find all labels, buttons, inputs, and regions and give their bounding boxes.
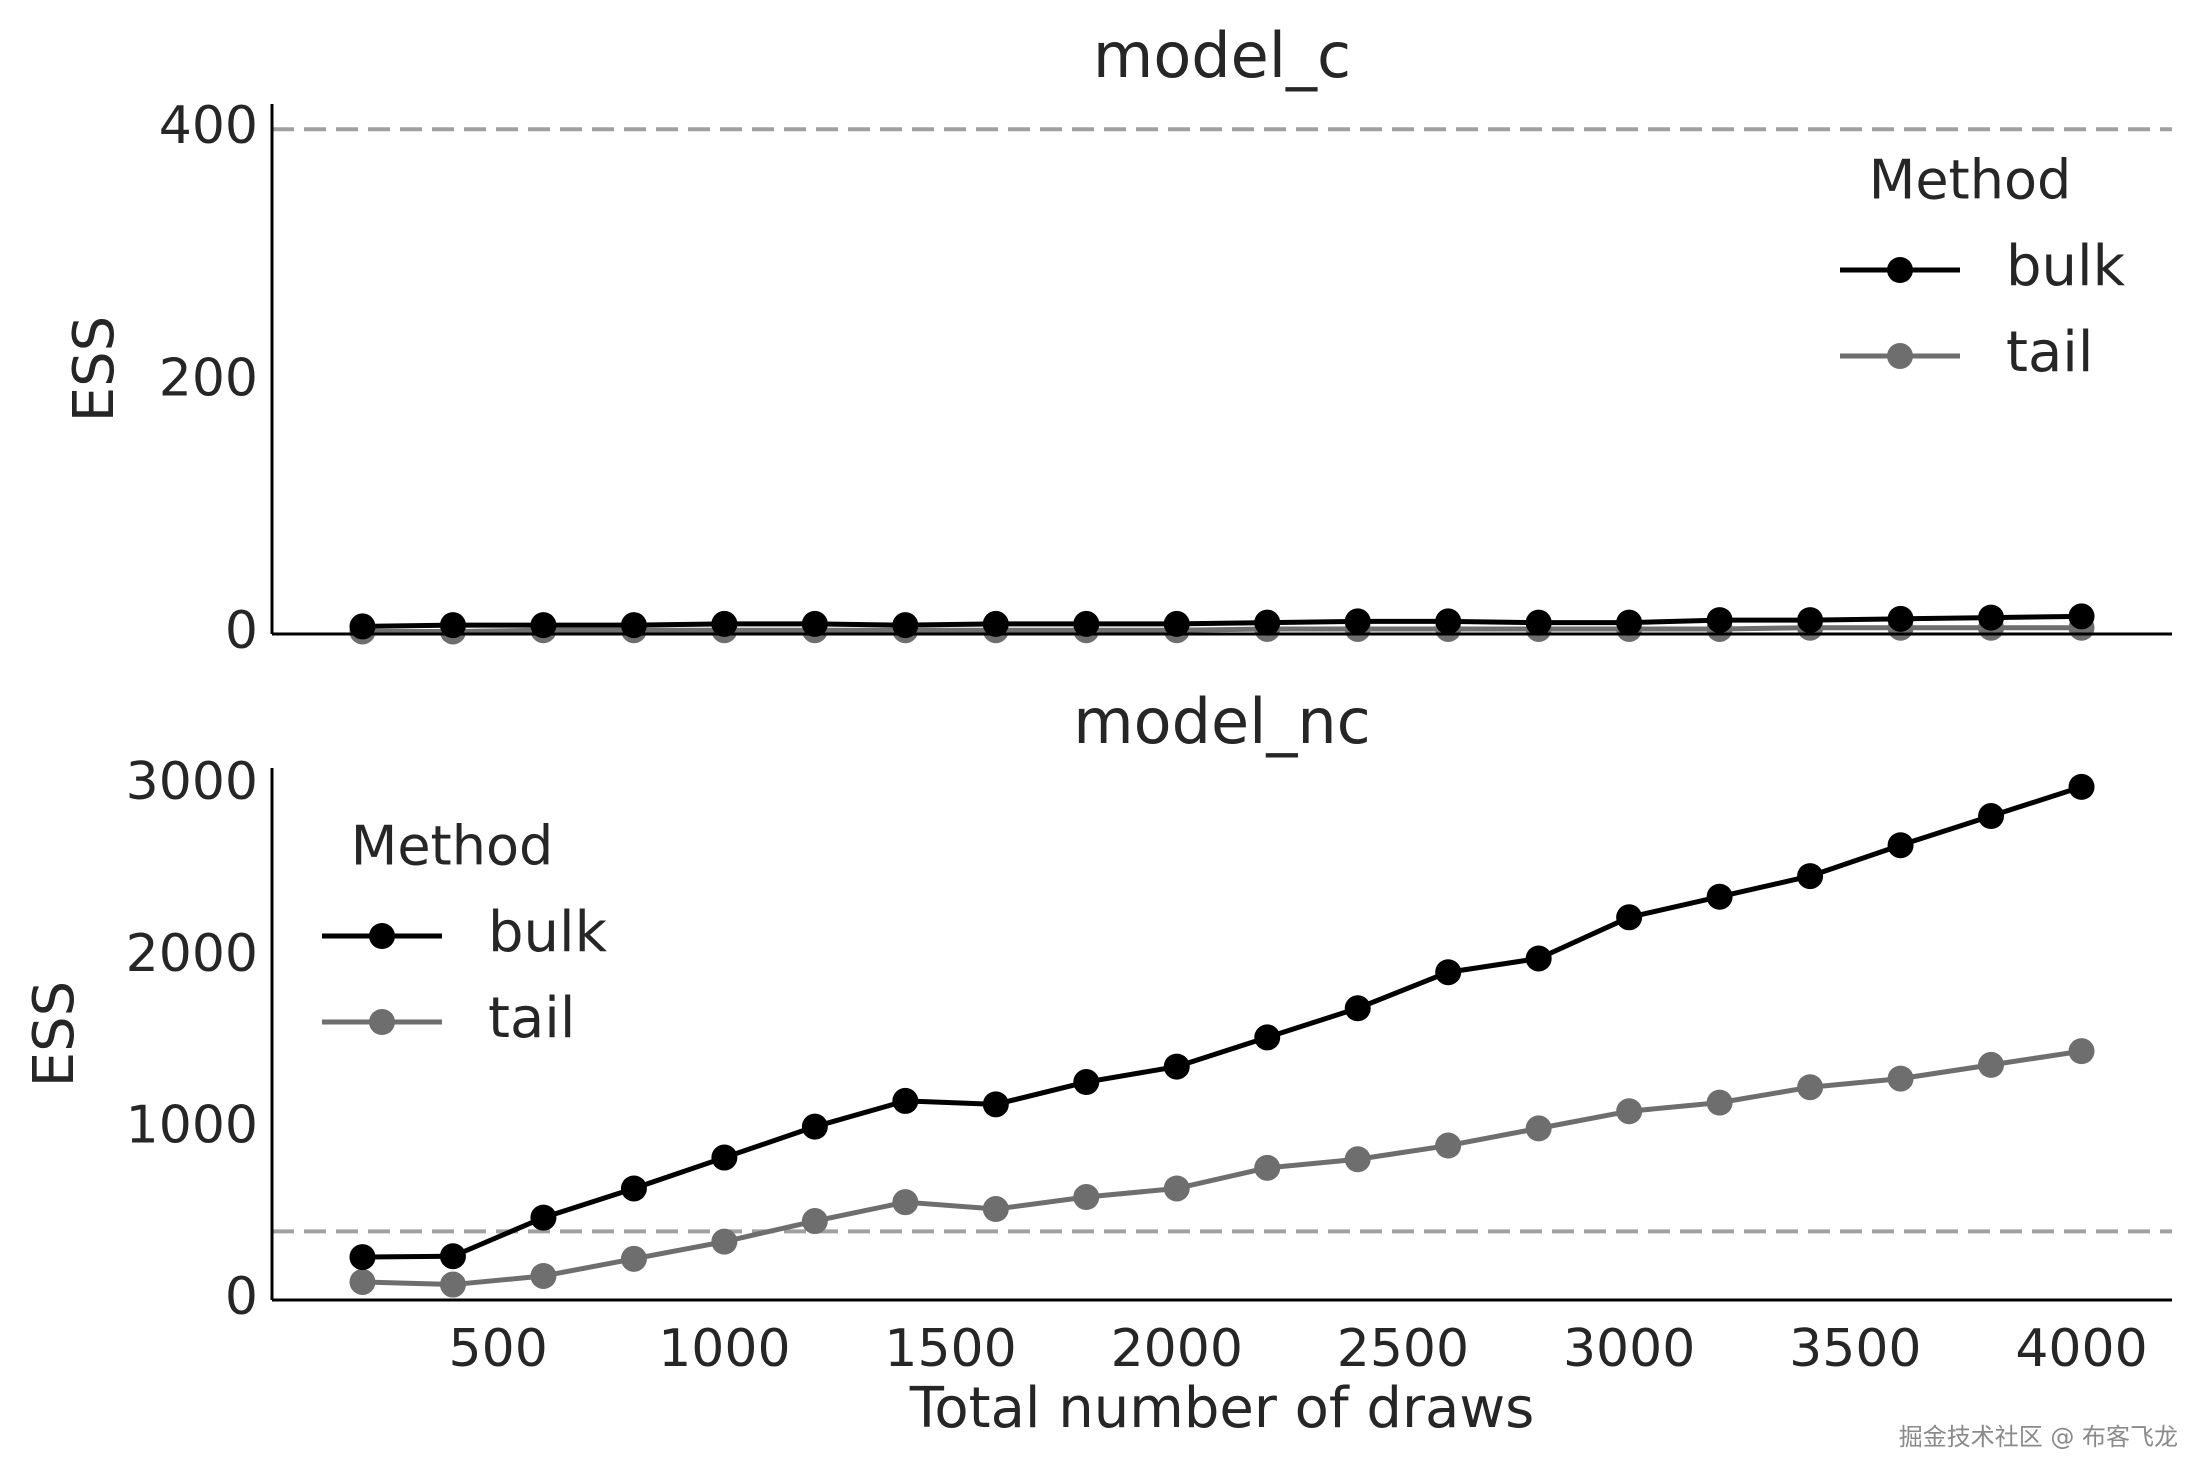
- panel-2-data-point-bulk: [1797, 863, 1824, 890]
- panel-1-series-line-bulk: [362, 613, 2082, 629]
- panel-2-series-line-tail: [362, 1048, 2082, 1288]
- panel-2-data-point-bulk: [530, 1204, 557, 1231]
- panel-1-y-tick-label: 0: [225, 601, 258, 661]
- panel-2-data-point-bulk: [711, 1144, 738, 1171]
- panel-2-legend-marker-bulk: [369, 923, 395, 949]
- panel-2-data-point-tail: [801, 1208, 828, 1235]
- panel-1-data-point-bulk: [1163, 610, 1190, 637]
- panel-2-x-tick-label: 2000: [1111, 1319, 1243, 1379]
- panel-2-data-point-bulk: [620, 1175, 647, 1202]
- panel-2-data-point-tail: [892, 1189, 919, 1216]
- panel-1-data-point-bulk: [711, 610, 738, 637]
- panel-2-data-point-bulk: [2068, 773, 2095, 800]
- panel-1-data-point-bulk: [1887, 605, 1914, 632]
- panel-2-x-tick-label: 3000: [1563, 1319, 1695, 1379]
- panel-2-series-line-bulk: [362, 784, 2083, 1260]
- panel-1-data-point-bulk: [982, 610, 1009, 637]
- panel-2-data-point-tail: [620, 1245, 647, 1272]
- panel-2-data-point-tail: [982, 1196, 1009, 1223]
- panel-2-legend-label-tail: tail: [488, 986, 575, 1051]
- panel-2-data-point-bulk: [1887, 832, 1914, 859]
- panel-1-data-point-bulk: [1616, 609, 1643, 636]
- panel-1-data-point-bulk: [1073, 610, 1100, 637]
- panel-1-y-tick-label: 200: [159, 349, 258, 409]
- panel-2-data-point-bulk: [1073, 1069, 1100, 1096]
- panel-2-data-point-tail: [2068, 1038, 2095, 1065]
- panel-1-data-point-bulk: [530, 612, 557, 639]
- panel-1-y-axis-label: ESS: [62, 316, 127, 422]
- panel-2-data-point-bulk: [439, 1243, 466, 1270]
- panel-2-legend-label-bulk: bulk: [488, 900, 608, 965]
- panel-2-data-point-tail: [1254, 1154, 1281, 1181]
- panel-2-x-axis-label: Total number of draws: [909, 1376, 1535, 1441]
- panel-2-data-point-bulk: [1435, 959, 1462, 986]
- panel-2-y-axis-label: ESS: [22, 981, 87, 1087]
- panel-1-data-point-bulk: [892, 612, 919, 639]
- panel-2-data-point-bulk: [892, 1087, 919, 1114]
- panel-2-x-tick-label: 1500: [884, 1319, 1016, 1379]
- panel-2-y-tick-label: 2000: [126, 924, 258, 984]
- panel-2-data-point-tail: [439, 1271, 466, 1298]
- panel-2-y-tick-label: 0: [225, 1267, 258, 1327]
- panel-2-x-tick-label: 4000: [2015, 1319, 2147, 1379]
- panel-2-data-point-bulk: [1344, 995, 1371, 1022]
- panel-1-title: model_c: [1093, 19, 1351, 92]
- panel-1-legend-marker-bulk: [1887, 257, 1913, 283]
- panel-2-data-point-bulk: [801, 1113, 828, 1140]
- panel-2-data-point-tail: [1706, 1089, 1733, 1116]
- panel-1-data-point-bulk: [1706, 607, 1733, 634]
- panel-1-data-point-bulk: [1978, 604, 2005, 631]
- panel-2-data-point-tail: [1344, 1146, 1371, 1173]
- watermark-text: 掘金技术社区 @ 布客飞龙: [1898, 1423, 2178, 1451]
- panel-2-data-point-bulk: [1706, 883, 1733, 910]
- panel-2-data-point-bulk: [349, 1244, 376, 1271]
- panel-2-data-point-tail: [1978, 1051, 2005, 1078]
- panel-1-data-point-bulk: [1435, 608, 1462, 635]
- panel-2-data-point-tail: [1887, 1065, 1914, 1092]
- panel-1-legend-label-bulk: bulk: [2006, 234, 2126, 299]
- panel-2-legend-marker-tail: [369, 1009, 395, 1035]
- panel-1-data-point-bulk: [439, 612, 466, 639]
- panel-1-data-point-bulk: [1797, 607, 1824, 634]
- panel-1-data-point-bulk: [1344, 608, 1371, 635]
- panel-2-data-point-tail: [711, 1228, 738, 1255]
- panel-1-data-point-bulk: [1254, 609, 1281, 636]
- panel-2-data-point-tail: [1073, 1184, 1100, 1211]
- panel-2-data-point-tail: [1797, 1074, 1824, 1101]
- panel-1-legend-title: Method: [1869, 149, 2072, 212]
- panel-2-legend-title: Method: [351, 815, 554, 878]
- panel-2-data-point-tail: [530, 1262, 557, 1289]
- panel-2-data-point-bulk: [982, 1091, 1009, 1118]
- panel-1-legend-label-tail: tail: [2006, 320, 2093, 385]
- panel-1-data-point-bulk: [1525, 609, 1552, 636]
- panel-2-data-point-bulk: [1254, 1024, 1281, 1051]
- panel-2-data-point-bulk: [1525, 945, 1552, 972]
- panel-2-y-tick-label: 1000: [126, 1095, 258, 1155]
- panel-2-x-tick-label: 1000: [658, 1319, 790, 1379]
- panel-1-data-point-bulk: [2068, 603, 2095, 630]
- panel-2-data-point-tail: [1435, 1132, 1462, 1159]
- panel-1-data-point-bulk: [801, 610, 828, 637]
- panel-2-data-point-tail: [1525, 1115, 1552, 1142]
- panel-1-legend-marker-tail: [1887, 343, 1913, 369]
- panel-2-data-point-bulk: [1616, 904, 1643, 931]
- panel-2-x-tick-label: 2500: [1337, 1319, 1469, 1379]
- panel-2-y-tick-label: 3000: [126, 752, 258, 812]
- panel-2-x-tick-label: 500: [449, 1319, 548, 1379]
- panel-2-data-point-tail: [1616, 1098, 1643, 1125]
- panel-2-data-point-tail: [1163, 1175, 1190, 1202]
- panel-2-data-point-tail: [349, 1268, 376, 1295]
- panel-1-data-point-bulk: [349, 613, 376, 640]
- panel-2-x-tick-label: 3500: [1789, 1319, 1921, 1379]
- panel-1-y-tick-label: 400: [159, 96, 258, 156]
- panel-2-data-point-bulk: [1978, 803, 2005, 830]
- panel-2-data-point-bulk: [1163, 1053, 1190, 1080]
- panel-1-series-line-tail: [362, 625, 2082, 634]
- panel-2-title: model_nc: [1073, 685, 1370, 758]
- panel-1-data-point-bulk: [620, 612, 647, 639]
